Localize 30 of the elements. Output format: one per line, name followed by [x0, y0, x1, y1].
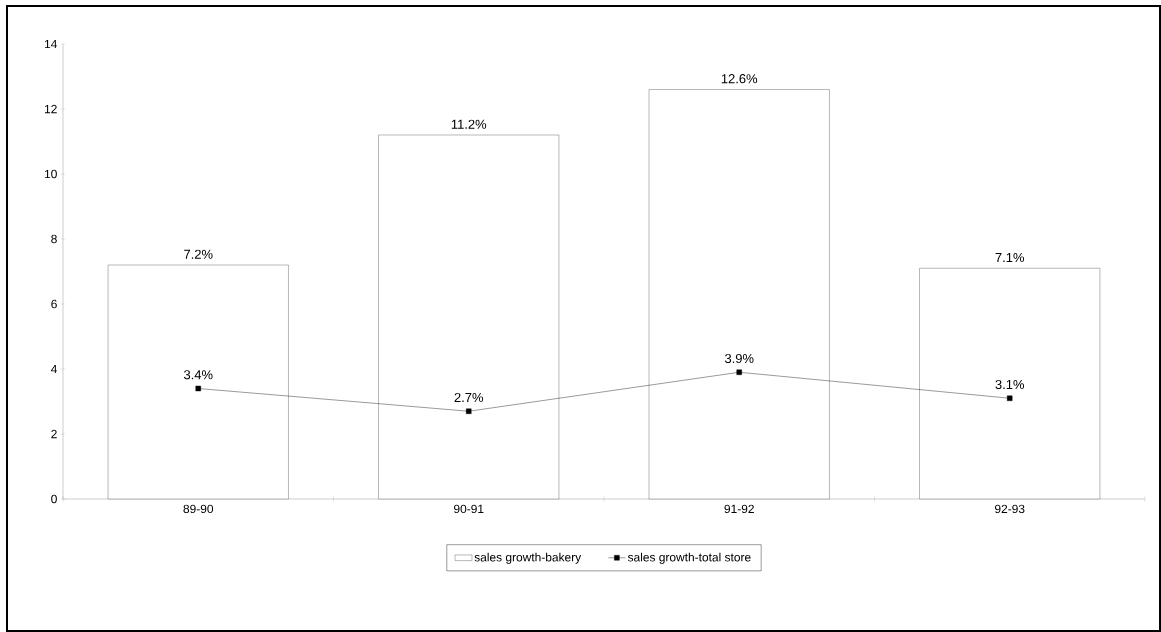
y-tick-label: 12	[44, 104, 57, 114]
bar	[378, 134, 560, 500]
data-label: 3.1%	[995, 379, 1025, 390]
legend-label: sales growth-bakery	[474, 552, 582, 564]
bar	[919, 268, 1101, 500]
data-label: 7.1%	[995, 252, 1025, 263]
x-tick-label: 91-92	[724, 504, 754, 514]
y-tick-label: 0	[51, 494, 57, 504]
x-tick-label: 89-90	[183, 504, 214, 514]
data-label: 7.2%	[184, 249, 213, 259]
bar	[107, 264, 289, 500]
point	[1007, 395, 1013, 401]
data-label: 2.7%	[454, 392, 484, 403]
y-tick-label: 4	[50, 364, 57, 374]
data-label: 12.6%	[721, 74, 758, 84]
point	[195, 385, 201, 392]
y-tick-label: 8	[51, 234, 57, 244]
point	[736, 369, 742, 375]
data-label: 11.2%	[451, 119, 487, 129]
x-tick-label: 90-91	[454, 504, 484, 514]
y-tick-label: 2	[51, 429, 57, 439]
bar	[648, 89, 830, 500]
y-tick-label: 10	[44, 169, 57, 179]
point	[466, 408, 472, 414]
data-label: 3.4%	[183, 370, 213, 380]
y-tick-label: 6	[51, 299, 57, 309]
data-label: 3.9%	[724, 353, 754, 364]
x-tick-label: 92-93	[994, 504, 1025, 514]
legend-label: sales growth-total store	[627, 552, 751, 564]
y-tick-label: 14	[44, 39, 57, 49]
